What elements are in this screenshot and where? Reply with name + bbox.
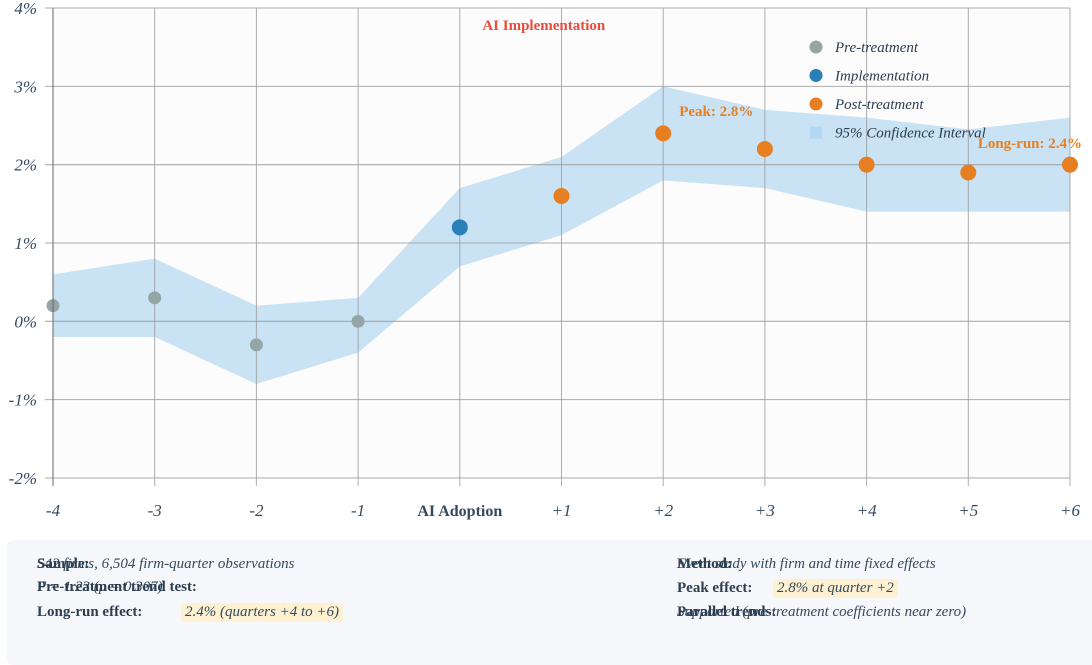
data-point-post-treatment: [553, 188, 570, 204]
data-point-implementation: [451, 219, 468, 236]
x-tick-label: -1: [351, 501, 365, 520]
annotation-peak: Peak: 2.8%: [679, 104, 753, 120]
data-point-pre-treatment: [351, 314, 365, 328]
stat-pretrend-label: Pre-treatment trend test:: [37, 579, 197, 595]
legend-label: Post-treatment: [834, 97, 924, 113]
data-point-pre-treatment: [249, 338, 263, 352]
stat-sample-value: 542 firms, 6,504 firm-quarter observatio…: [37, 556, 295, 572]
x-tick-label: +3: [755, 501, 775, 520]
stat-method-label: Method:: [677, 556, 732, 572]
x-tick-label: +1: [552, 501, 572, 520]
y-tick-label: -2%: [9, 469, 37, 488]
stat-peak-label: Peak effect:: [677, 580, 753, 596]
legend-label: 95% Confidence Interval: [835, 126, 986, 142]
legend: Pre-treatment Implementation Post-treatmen…: [809, 40, 986, 142]
stat-longrun-label: Long-run effect:: [37, 604, 143, 620]
y-tick-label: 3%: [13, 77, 37, 96]
legend-marker-pre-treatment: [809, 40, 823, 54]
event-study-chart: -2% -1% 0% 1% 2% 3% 4% -4 -3 -2 -1 AI Adoption +1 +2 +…: [9, 0, 1082, 520]
data-point-post-treatment: [756, 141, 773, 157]
data-point-post-treatment: [858, 156, 875, 173]
legend-label: Pre-treatment: [834, 40, 919, 56]
y-tick-label: 0%: [14, 312, 37, 331]
annotation-implementation: AI Implementation: [482, 18, 606, 34]
data-point-pre-treatment: [148, 291, 162, 305]
x-tick-label: -2: [249, 501, 264, 520]
legend-marker-implementation: [809, 69, 823, 82]
stats-panel: 542 firms, 6,504 firm-quarter observatio…: [7, 540, 1092, 665]
x-tick-label: +4: [857, 501, 877, 520]
stat-sample-label: Sample:: [37, 556, 90, 572]
x-tick-label: +5: [958, 501, 978, 520]
annotation-long-run: Long-run: 2.4%: [978, 136, 1082, 152]
x-tick-label: -3: [148, 501, 162, 520]
x-tick-label: -4: [46, 501, 61, 520]
y-tick-label: 1%: [14, 234, 37, 253]
x-tick-label: +2: [653, 501, 673, 520]
y-tick-label: 2%: [14, 156, 37, 175]
data-point-post-treatment: [655, 125, 672, 142]
legend-marker-post-treatment: [809, 97, 823, 111]
stat-parallel-value: Supported (pre-treatment coefficients ne…: [677, 604, 967, 620]
stat-peak-value: 2.8% at quarter +2: [773, 579, 898, 598]
x-tick-label: +6: [1060, 501, 1080, 520]
stat-pretrend-value: F = 1.23 (p = 0.307): [37, 579, 163, 595]
y-tick-label: -1%: [9, 391, 37, 410]
x-tick-label: AI Adoption: [417, 503, 502, 520]
stat-parallel-label: Parallel trends:: [677, 604, 777, 620]
stat-method-value: Event study with firm and time fixed eff…: [677, 556, 936, 572]
data-point-post-treatment: [1062, 156, 1078, 173]
y-tick-label: 4%: [14, 0, 37, 18]
stat-longrun-value: 2.4% (quarters +4 to +6): [181, 603, 343, 622]
legend-marker-ci: [810, 126, 822, 139]
data-point-post-treatment: [960, 164, 977, 181]
legend-label: Implementation: [834, 69, 929, 85]
